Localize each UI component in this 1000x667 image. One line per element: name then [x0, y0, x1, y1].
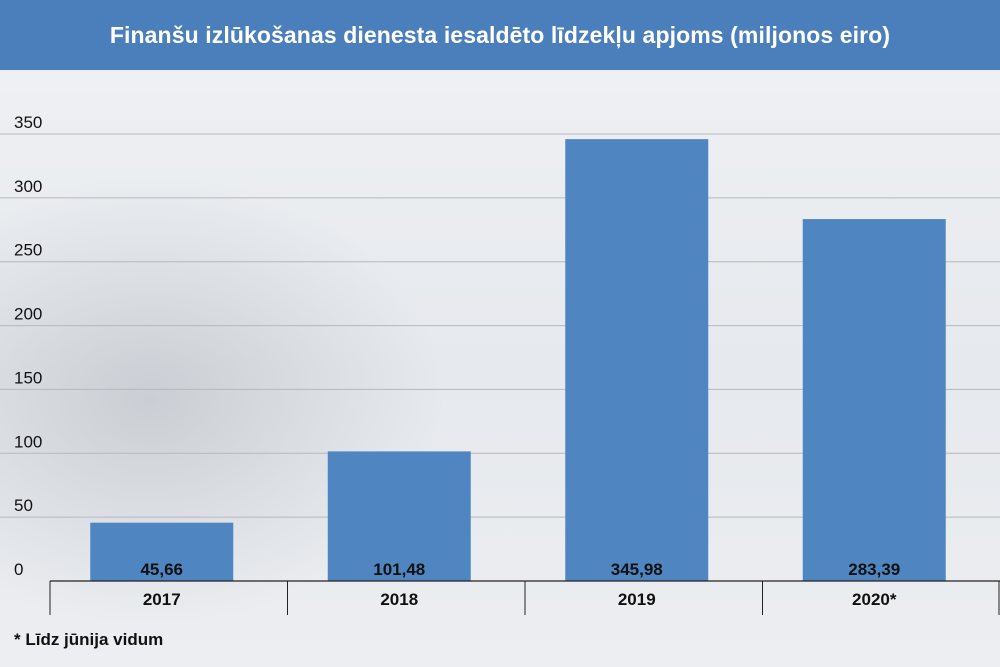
chart-title: Finanšu izlūkošanas dienesta iesaldēto l… [109, 21, 891, 48]
y-tick-label: 350 [14, 113, 42, 132]
y-tick-label: 0 [14, 560, 23, 579]
y-tick-label: 200 [14, 305, 42, 324]
bar [90, 522, 234, 581]
bar [802, 219, 946, 581]
bar [327, 451, 471, 581]
footnote: * Līdz jūnija vidum [14, 630, 164, 649]
bar-value-label: 345,98 [611, 560, 663, 579]
y-tick-label: 300 [14, 177, 42, 196]
bar-value-label: 45,66 [140, 560, 183, 579]
bars: 45,66 101,48 345,98 283,39 [90, 139, 946, 581]
bar-value-label: 283,39 [848, 560, 900, 579]
y-tick-label: 100 [14, 432, 42, 451]
x-tick-label: 2019 [618, 590, 656, 609]
chart-header: Finanšu izlūkošanas dienesta iesaldēto l… [0, 0, 1000, 70]
x-tick-label: 2017 [143, 590, 181, 609]
x-axis: 2017 2018 2019 2020* [49, 580, 1000, 615]
x-tick-label: 2018 [380, 590, 418, 609]
y-tick-label: 150 [14, 368, 42, 387]
bar-value-label: 101,48 [373, 560, 425, 579]
bar [565, 139, 709, 581]
x-tick-label: 2020* [852, 590, 897, 609]
gridlines [0, 133, 1000, 518]
y-tick-label: 50 [14, 496, 33, 515]
y-tick-labels: 0 50 100 150 200 250 300 350 [14, 113, 42, 579]
y-tick-label: 250 [14, 241, 42, 260]
